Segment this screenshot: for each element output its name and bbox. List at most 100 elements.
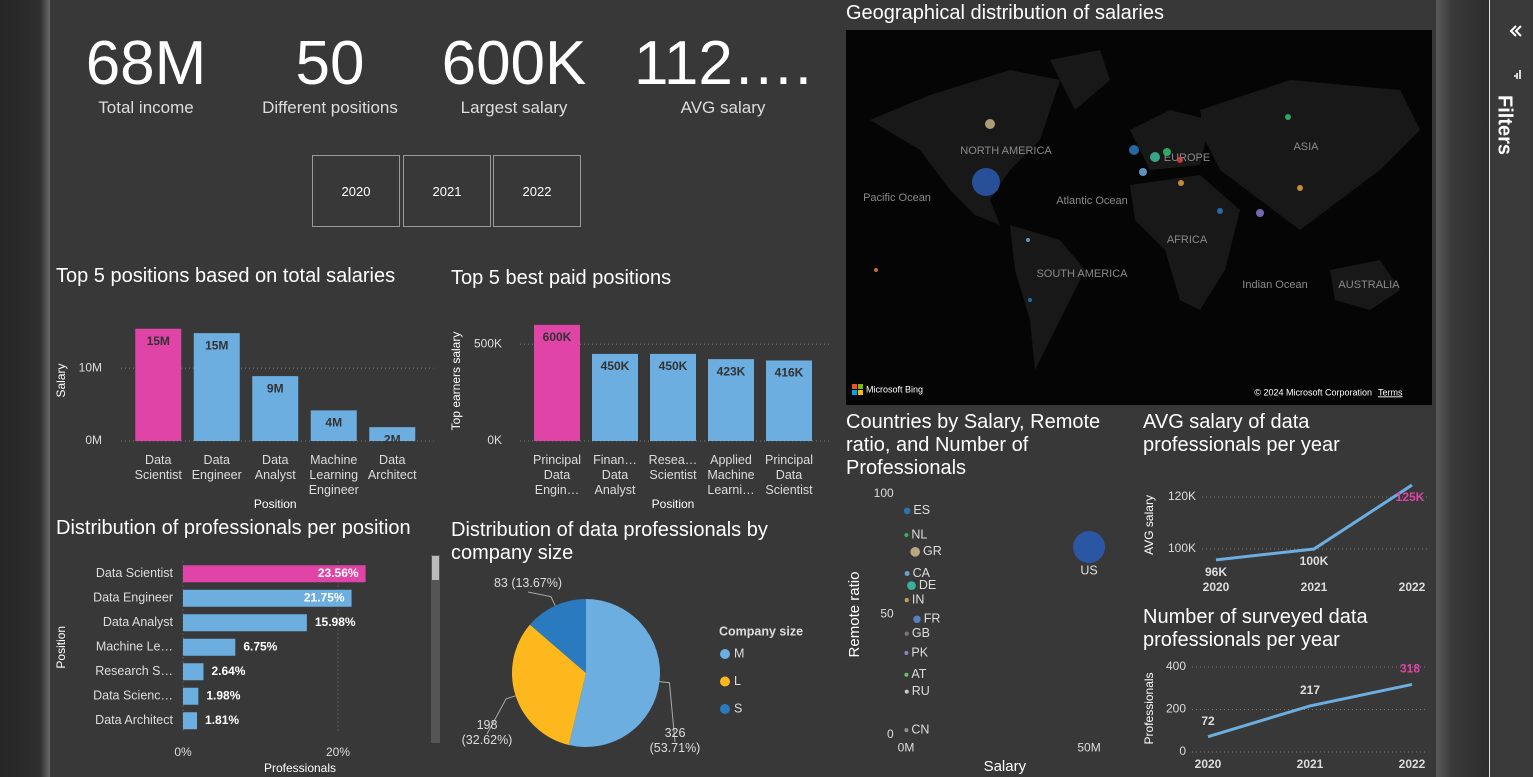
y-tick-label: 10M (79, 360, 102, 374)
scatter-point (904, 597, 909, 603)
filters-title: Filters (1494, 95, 1516, 155)
point-label: NL (911, 527, 927, 541)
value-label: 6.75% (243, 639, 277, 653)
map-label: SOUTH AMERICA (1036, 268, 1128, 280)
bar (310, 410, 357, 441)
map-label: AFRICA (1167, 234, 1208, 246)
map-label: Pacific Ocean (863, 192, 931, 204)
continents (870, 50, 1420, 370)
chart-title: AVG salary of data professionals per yea… (1143, 411, 1340, 456)
legend-label: L (734, 674, 741, 688)
pie-slice (529, 599, 586, 673)
x-tick-label: Principal Data Scientist (765, 453, 813, 497)
bar (183, 712, 198, 730)
leader-line (659, 681, 676, 743)
x-axis-title: Professionals (264, 761, 336, 775)
scatter-point (904, 532, 909, 537)
map-bubble (1178, 180, 1184, 186)
slicer-button[interactable]: 2022 (493, 155, 581, 227)
y-tick-label: Research S… (95, 664, 173, 678)
map-bubble (972, 168, 1000, 196)
filter-icon[interactable] (1514, 70, 1521, 79)
map-brand: Microsoft Bing (866, 384, 923, 394)
scatter-point (1073, 531, 1106, 564)
map-bubble (985, 119, 995, 129)
map-copyright: © 2024 Microsoft Corporation (1254, 387, 1372, 397)
map-bubble (1285, 114, 1291, 120)
map-bubble (1129, 145, 1139, 155)
value-label: 198 (32.62%) (461, 718, 513, 747)
x-tick-label: 2020 (1203, 580, 1230, 594)
map-label: Indian Ocean (1242, 279, 1307, 291)
value-label: 1.98% (206, 688, 240, 702)
line-series (1207, 682, 1413, 739)
legend-marker (720, 676, 730, 687)
value-label: 23.56% (318, 566, 359, 580)
slicer-button[interactable]: 2021 (403, 155, 491, 227)
x-tick-label: 50M (1077, 740, 1100, 754)
x-tick-label: 0M (898, 740, 915, 754)
slicer-button[interactable]: 2020 (312, 155, 400, 227)
bar (369, 427, 416, 441)
point-label: CA (913, 566, 931, 580)
value-label: 600K (543, 330, 572, 344)
y-tick-label: Data Scienc… (93, 689, 173, 703)
bar (183, 663, 204, 681)
bing-logo (852, 390, 857, 395)
legend-marker (720, 649, 730, 659)
x-tick-label: 2021 (1297, 757, 1324, 771)
bar (534, 324, 580, 441)
scatter-point (904, 672, 909, 677)
bar (252, 376, 299, 441)
x-tick-label: Data Analyst (254, 453, 296, 482)
y-axis-title: AVG salary (1142, 495, 1156, 555)
chart-title: Countries by Salary, Remote ratio, and N… (846, 411, 1101, 479)
value-label: 96K (1205, 565, 1227, 579)
kpi-label: Total income (98, 98, 194, 117)
bing-logo (858, 384, 863, 389)
right-gutter (1436, 0, 1489, 777)
value-label: 15M (147, 334, 170, 348)
value-label: 217 (1300, 683, 1320, 697)
scrollbar-thumb[interactable] (432, 556, 439, 580)
y-tick-label: 0 (887, 727, 894, 741)
x-tick-label: 0% (174, 745, 192, 759)
value-label: 450K (659, 359, 688, 373)
y-tick-label: 0 (1179, 744, 1186, 758)
y-axis-title: Professionals (1142, 672, 1156, 744)
bar (766, 360, 812, 441)
bar (183, 589, 352, 607)
chart-title: Distribution of professionals per positi… (56, 517, 411, 539)
scatter-point (904, 651, 909, 656)
y-tick-label: 500K (474, 336, 502, 350)
pie-slice (512, 624, 586, 746)
y-tick-label: Data Analyst (103, 615, 174, 629)
value-label: 83 (13.67%) (493, 576, 563, 590)
bar (650, 353, 696, 441)
kpi-label: Different positions (262, 98, 398, 117)
scatter-point (913, 615, 921, 624)
bar (183, 614, 307, 632)
map-bubble (1139, 168, 1147, 176)
y-axis-title: Salary (54, 363, 68, 397)
point-label: DE (919, 578, 936, 592)
scrollbar-track[interactable] (431, 555, 440, 743)
value-label: 21.75% (304, 590, 345, 604)
chart-title: Number of surveyed data professionals pe… (1143, 606, 1368, 651)
value-label: 15.98% (315, 615, 356, 629)
map-label: ASIA (1293, 141, 1319, 153)
value-label: 72 (1201, 714, 1215, 728)
bar (708, 359, 754, 441)
collapse-icon[interactable] (1509, 25, 1522, 37)
x-tick-label: Data Scientist (134, 453, 182, 482)
value-label: 2M (384, 432, 401, 446)
x-tick-label: 2020 (1195, 757, 1222, 771)
y-tick-label: Data Engineer (93, 591, 173, 605)
x-tick-label: Machine Learning Engineer (308, 453, 359, 497)
map-terms[interactable]: Terms (1378, 387, 1403, 397)
x-tick-label: 2022 (1399, 580, 1426, 594)
y-tick-label: 0K (487, 433, 502, 447)
x-tick-label: Resea… Scientist (648, 453, 698, 482)
map-bubble (1177, 157, 1183, 163)
value-label: 15M (205, 338, 228, 352)
